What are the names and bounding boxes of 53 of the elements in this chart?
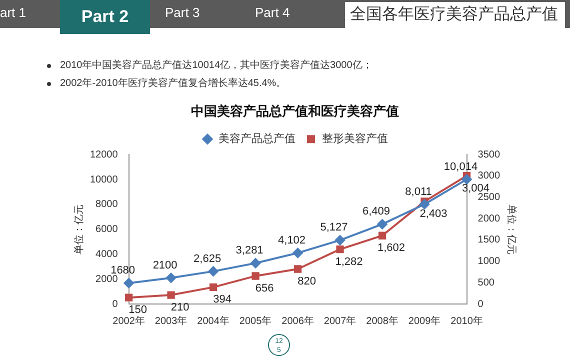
data-label: 2,403 [420,208,448,220]
legend-label: 美容产品总产值 [218,132,296,146]
y-tick-label: 0 [112,298,118,310]
x-tick-label: 2002年 [112,314,145,327]
text: 2010年中国美容产品总产值达10014亿，其中医疗美容产值达3000亿； [60,60,372,71]
x-tick-label: 2006年 [282,314,314,327]
text: 2002年-2010年医疗美容产值复合增长率达45.4%。 [60,78,286,89]
data-label: 656 [255,282,274,295]
y2-tick-label: 3500 [478,149,500,160]
y2-tick-label: 2500 [478,192,500,204]
y-tick-label: 4000 [96,248,118,260]
y2-tick-label: 2000 [478,213,500,224]
data-label: 6,409 [362,206,390,218]
data-label: 1,602 [378,242,406,254]
data-label: 8,011 [405,186,432,198]
y-tick-label: 2000 [96,274,118,285]
x-tick-label: 2008年 [366,314,398,327]
x-tick-label: 2004年 [197,314,230,327]
data-label: 4,102 [278,234,306,246]
y2-tick-label: 3000 [478,170,500,182]
data-label: 10,014 [444,160,478,173]
data-label: 3,004 [462,182,490,194]
data-label: 2100 [152,259,178,272]
y-tick-label: 12000 [90,149,118,160]
y-axis-title: 单位：亿元 [72,204,85,254]
chart-subtitle: 中国美容产品总产值和医疗美容产值 [191,103,399,118]
legend-label: 整形美容产值 [322,132,388,146]
y-tick-label: 6000 [96,224,118,236]
x-tick-label: 2003年 [154,314,188,327]
data-label: 2,625 [194,252,222,265]
x-tick-label: 2007年 [324,314,356,327]
text: Part 3 [165,5,200,20]
data-label: 210 [170,302,190,314]
y2-tick-label: 1500 [478,234,500,246]
data-label: 394 [213,294,232,306]
text: Part 4 [255,5,290,20]
chart-title: 全国各年医疗美容产品总产值 [350,4,558,25]
text: Part 2 [60,0,150,34]
text: art 1 [0,5,26,20]
y2-tick-label: 1000 [478,256,500,268]
y2-tick-label: 0 [478,298,484,310]
data-label: 3,281 [236,244,264,257]
x-tick-label: 2010年 [450,314,483,327]
x-tick-label: 2009年 [408,314,441,327]
data-label: 5,127 [320,222,348,234]
x-tick-label: 2005年 [239,314,272,327]
data-label: 150 [128,304,147,316]
y2-axis-title: 单位：亿元 [505,204,518,254]
y2-tick-label: 500 [478,277,495,288]
y-tick-label: 8000 [96,199,118,210]
data-label: 820 [298,276,316,288]
y-tick-label: 10000 [90,174,118,186]
data-label: 1,282 [335,256,363,268]
